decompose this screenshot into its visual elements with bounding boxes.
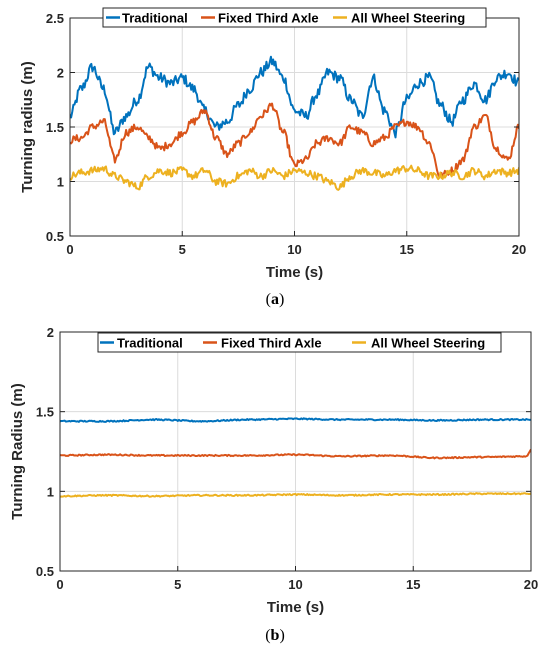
x-axis-label: Time (s)	[266, 264, 323, 281]
caption-letter: b	[271, 627, 280, 644]
x-tick-label: 5	[174, 577, 181, 592]
x-tick-label: 0	[66, 242, 73, 257]
caption-open: (	[266, 291, 271, 308]
x-tick-label: 15	[400, 242, 414, 257]
caption-letter: a	[271, 291, 279, 308]
x-tick-label: 5	[179, 242, 186, 257]
caption-close: )	[279, 627, 284, 644]
figure-caption: (b)	[265, 627, 285, 644]
series-group	[70, 55, 519, 191]
series-line-fixed	[70, 102, 519, 180]
legend-box	[97, 332, 502, 353]
legend-entry-traditional: Traditional	[122, 11, 188, 26]
x-axis-label: Time (s)	[267, 599, 324, 616]
y-tick-label: 1	[47, 484, 54, 499]
legend: Traditional Fixed Third Axle All Wheel Ste…	[97, 332, 502, 353]
x-tick-label: 10	[287, 242, 301, 257]
legend-entry-fixed: Fixed Third Axle	[221, 336, 322, 351]
x-tick-label: 10	[288, 577, 302, 592]
chart-b: 0 5 10 15 20 0.5 1 1.5 2 Time (s) Turning Radius (…	[9, 325, 538, 644]
y-axis-label: Turning Radius (m)	[9, 383, 26, 519]
y-tick-label: 1	[57, 175, 64, 190]
figure-caption: (a)	[266, 291, 285, 308]
y-tick-label: 0.5	[46, 229, 64, 244]
x-tick-label: 15	[406, 577, 420, 592]
series-line-aws	[60, 492, 531, 498]
series-line-aws	[70, 164, 519, 191]
x-tick-label: 20	[524, 577, 538, 592]
caption-close: )	[279, 291, 284, 308]
legend-entry-fixed: Fixed Third Axle	[218, 11, 319, 26]
legend-entry-aws: All Wheel Steering	[351, 11, 465, 26]
x-tick-label: 0	[56, 577, 63, 592]
legend-entry-aws: All Wheel Steering	[371, 336, 485, 351]
y-tick-label: 2	[47, 325, 54, 340]
series-line-traditional	[60, 417, 531, 423]
x-tick-label: 20	[512, 242, 526, 257]
y-tick-label: 2.5	[46, 11, 64, 26]
legend-entry-traditional: Traditional	[117, 336, 183, 351]
legend-box	[102, 7, 487, 28]
series-group	[60, 417, 531, 498]
series-line-traditional	[70, 55, 519, 139]
series-line-fixed	[60, 448, 531, 460]
y-axis-label: Turning radius (m)	[19, 61, 36, 192]
caption-open: (	[265, 627, 270, 644]
y-tick-label: 1.5	[46, 120, 64, 135]
legend: Traditional Fixed Third Axle All Wheel Ste…	[102, 7, 487, 28]
y-tick-label: 2	[57, 66, 64, 81]
y-tick-label: 0.5	[36, 564, 54, 579]
y-tick-label: 1.5	[36, 405, 54, 420]
chart-a: 0 5 10 15 20 0.5 1 1.5 2 2.5 Time (s) Turning radiu…	[19, 7, 526, 308]
